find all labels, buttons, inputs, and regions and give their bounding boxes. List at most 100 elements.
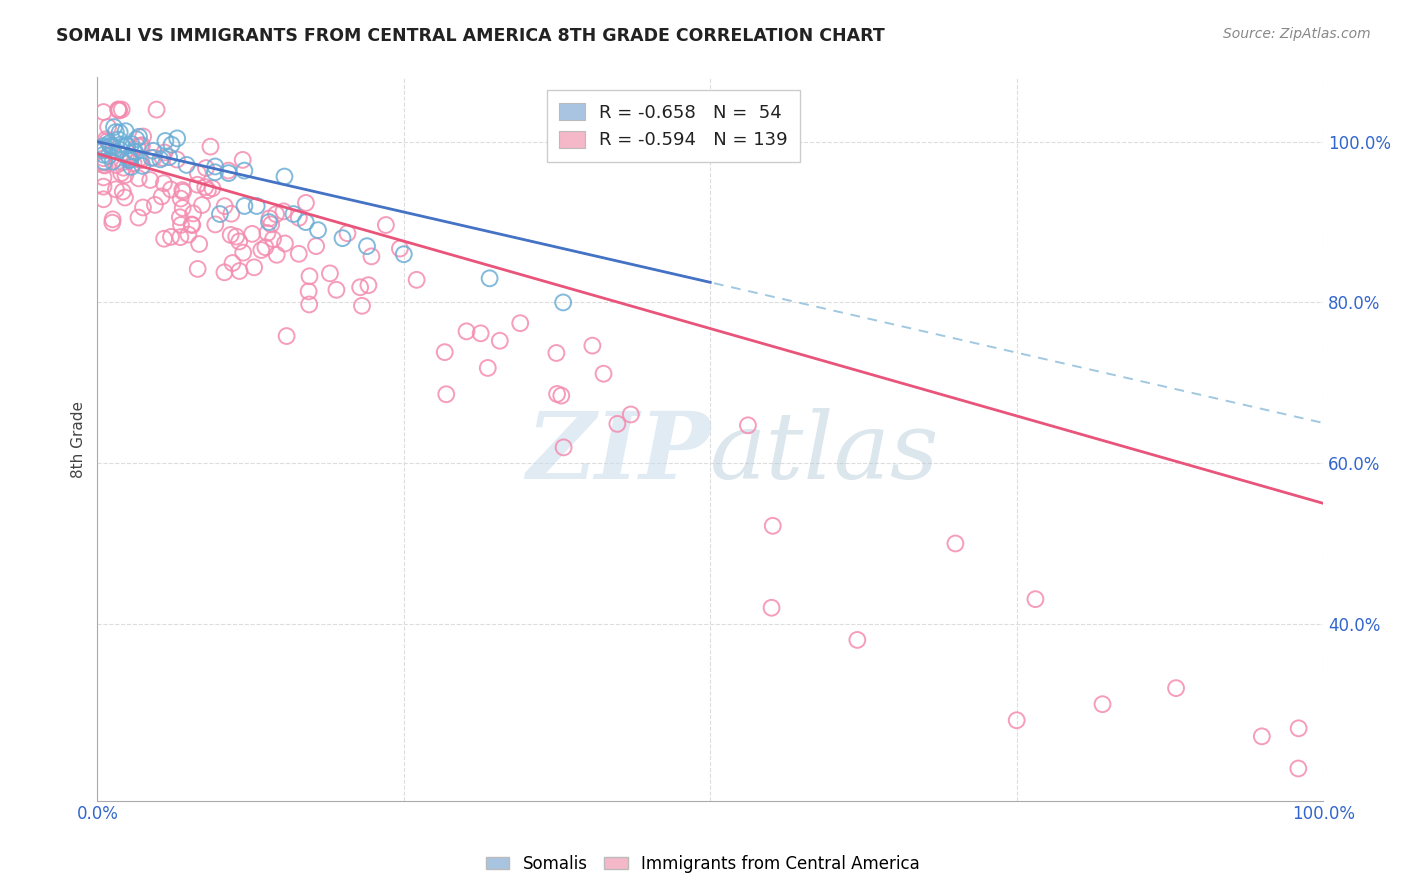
- Point: [592, 367, 614, 381]
- Point: [120, 137, 142, 152]
- Point: [142, 144, 165, 158]
- Point: [357, 278, 380, 293]
- Point: [93, 154, 115, 169]
- Point: [546, 346, 568, 360]
- Point: [225, 229, 247, 244]
- Point: [129, 153, 152, 168]
- Point: [204, 218, 226, 232]
- Point: [273, 204, 295, 219]
- Point: [169, 211, 191, 225]
- Point: [187, 261, 209, 276]
- Point: [1250, 729, 1272, 743]
- Point: [191, 198, 214, 212]
- Point: [233, 163, 256, 178]
- Point: [112, 161, 135, 175]
- Point: [132, 201, 155, 215]
- Point: [374, 218, 396, 232]
- Point: [125, 132, 148, 146]
- Point: [101, 212, 124, 227]
- Point: [243, 260, 266, 275]
- Point: [761, 600, 783, 615]
- Point: [581, 338, 603, 352]
- Point: [120, 160, 142, 174]
- Point: [93, 151, 115, 165]
- Point: [128, 152, 150, 166]
- Point: [120, 153, 142, 167]
- Point: [606, 417, 628, 431]
- Point: [356, 239, 378, 253]
- Point: [1024, 592, 1046, 607]
- Point: [93, 158, 115, 172]
- Point: [172, 183, 194, 197]
- Point: [120, 151, 142, 165]
- Point: [846, 632, 869, 647]
- Point: [110, 166, 132, 180]
- Point: [117, 150, 139, 164]
- Point: [186, 178, 208, 192]
- Point: [553, 441, 575, 455]
- Point: [737, 418, 759, 433]
- Point: [254, 240, 277, 254]
- Point: [115, 138, 138, 153]
- Point: [470, 326, 492, 341]
- Point: [93, 105, 115, 120]
- Text: SOMALI VS IMMIGRANTS FROM CENTRAL AMERICA 8TH GRADE CORRELATION CHART: SOMALI VS IMMIGRANTS FROM CENTRAL AMERIC…: [56, 27, 884, 45]
- Point: [107, 103, 129, 117]
- Point: [166, 131, 188, 145]
- Point: [129, 138, 152, 153]
- Point: [319, 266, 342, 280]
- Point: [153, 232, 176, 246]
- Point: [434, 387, 457, 401]
- Point: [157, 150, 180, 164]
- Point: [93, 155, 115, 169]
- Point: [945, 536, 967, 550]
- Point: [94, 132, 117, 146]
- Point: [228, 264, 250, 278]
- Text: ZIP: ZIP: [526, 409, 710, 499]
- Point: [392, 247, 415, 261]
- Point: [101, 154, 124, 169]
- Point: [553, 295, 575, 310]
- Point: [176, 158, 198, 172]
- Point: [433, 345, 456, 359]
- Point: [336, 227, 359, 241]
- Point: [295, 196, 318, 211]
- Point: [93, 192, 115, 206]
- Point: [115, 139, 138, 153]
- Point: [97, 120, 120, 134]
- Text: atlas: atlas: [710, 409, 939, 499]
- Point: [274, 236, 297, 251]
- Point: [221, 207, 243, 221]
- Y-axis label: 8th Grade: 8th Grade: [72, 401, 86, 477]
- Point: [160, 137, 183, 152]
- Point: [214, 199, 236, 213]
- Point: [620, 408, 643, 422]
- Point: [298, 297, 321, 311]
- Point: [170, 218, 193, 232]
- Point: [325, 283, 347, 297]
- Point: [111, 103, 134, 117]
- Point: [307, 223, 329, 237]
- Point: [105, 158, 128, 172]
- Point: [1005, 713, 1028, 727]
- Point: [111, 155, 134, 169]
- Point: [219, 227, 242, 242]
- Point: [273, 169, 295, 184]
- Point: [152, 151, 174, 165]
- Point: [456, 324, 478, 338]
- Point: [97, 134, 120, 148]
- Point: [97, 149, 120, 163]
- Point: [107, 103, 129, 117]
- Point: [149, 153, 172, 167]
- Point: [305, 239, 328, 253]
- Point: [188, 237, 211, 252]
- Point: [181, 206, 204, 220]
- Point: [550, 388, 572, 402]
- Point: [128, 171, 150, 186]
- Point: [153, 145, 176, 160]
- Point: [131, 159, 153, 173]
- Point: [93, 170, 115, 185]
- Point: [478, 271, 501, 285]
- Point: [256, 226, 278, 240]
- Point: [349, 280, 371, 294]
